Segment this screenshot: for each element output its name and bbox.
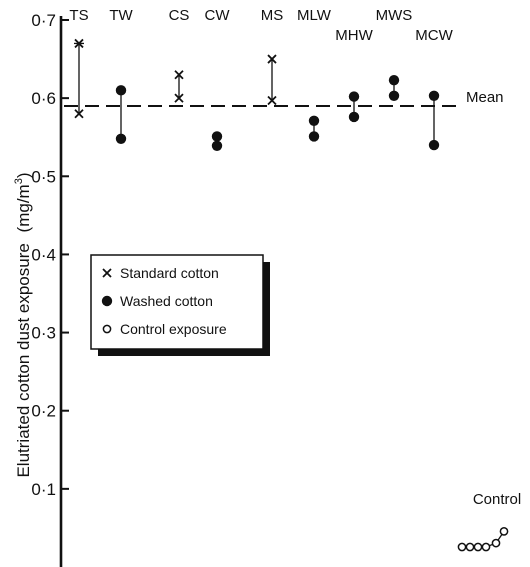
category-cw: CW [205, 7, 231, 152]
y-tick-label-4: 0·4 [31, 245, 56, 264]
category-mws: MWS [376, 7, 413, 101]
category-mlw: MLW [297, 7, 332, 142]
point-ts-2 [74, 109, 84, 119]
control-point-3 [473, 542, 483, 552]
point-mws-2 [388, 90, 400, 101]
mean-label: Mean [466, 89, 504, 106]
legend-marker-cross-stroke-b [102, 268, 112, 278]
point-tw-2 [115, 133, 127, 144]
point-mcw-1 [428, 90, 440, 101]
category-cs: CS [169, 7, 190, 103]
control-point-6 [499, 527, 509, 536]
category-label-mws: MWS [376, 7, 413, 24]
point-mlw-2 [308, 131, 320, 142]
category-label-ms: MS [261, 7, 284, 24]
mean-line-group: Mean [64, 89, 504, 107]
category-label-cs: CS [169, 7, 190, 24]
point-cw-1 [211, 131, 223, 142]
point-ms-1-stroke-b [267, 54, 277, 64]
y-tick-label-3: 0·3 [31, 324, 56, 343]
legend-label-open: Control exposure [120, 321, 227, 337]
legend: Standard cotton Washed cotton Control expo… [90, 254, 270, 356]
legend-box [90, 254, 264, 350]
point-cw-2 [211, 140, 223, 152]
y-axis-label-unit-close: ) [14, 172, 33, 178]
control-point-5 [491, 538, 501, 548]
y-tick-label-5: 0·5 [31, 167, 56, 186]
y-axis: 0·1 0·2 0·3 0·4 0·5 0·6 0·7 [31, 11, 69, 567]
category-label-ts: TS [69, 7, 88, 24]
legend-marker-cross [102, 268, 112, 278]
control-label: Control [473, 491, 521, 508]
y-tick-label-6: 0·6 [31, 89, 56, 108]
point-ms-2-stroke-b [267, 95, 277, 106]
y-axis-label: Elutriated cotton dust exposure (mg/m3) [13, 172, 33, 477]
legend-marker-open [102, 324, 112, 334]
y-tick-label-7: 0·7 [31, 11, 56, 30]
category-mcw: MCW [415, 27, 454, 151]
legend-label-filled: Washed cotton [120, 293, 213, 309]
control-point-2 [465, 542, 475, 552]
category-tw: TW [109, 7, 133, 144]
point-cs-2-stroke-b [174, 93, 184, 103]
point-ms-2 [267, 95, 277, 106]
category-label-mcw: MCW [415, 27, 453, 44]
control-series: Control [457, 491, 521, 552]
category-label-mhw: MHW [335, 27, 373, 44]
category-label-cw: CW [205, 7, 231, 24]
point-mhw-1 [348, 91, 360, 102]
point-tw-1 [115, 85, 127, 96]
legend-marker-filled [101, 295, 113, 307]
point-cs-2 [174, 93, 184, 103]
control-point-4 [481, 542, 491, 552]
point-mcw-2 [428, 139, 440, 151]
y-tick-label-1: 0·1 [31, 480, 56, 499]
point-cs-1 [174, 70, 184, 80]
point-ms-1 [267, 54, 277, 64]
category-ts: TS [69, 7, 89, 119]
y-axis-label-main: Elutriated cotton dust exposure [14, 243, 33, 477]
category-label-tw: TW [109, 7, 133, 24]
category-mhw: MHW [335, 27, 374, 123]
y-axis-label-unit: (mg/m [14, 184, 33, 232]
y-axis-label-unit-sup: 3 [13, 178, 25, 184]
y-tick-label-2: 0·2 [31, 402, 56, 421]
point-ts-1 [74, 38, 84, 49]
point-mhw-2 [348, 111, 360, 123]
category-ms: MS [261, 7, 284, 106]
point-mlw-1 [308, 115, 320, 127]
point-cs-1-stroke-b [174, 70, 184, 80]
point-ts-2-stroke-b [74, 109, 84, 119]
legend-label-cross: Standard cotton [120, 265, 219, 281]
control-point-1 [457, 542, 467, 552]
category-label-mlw: MLW [297, 7, 332, 24]
point-mws-1 [388, 74, 400, 86]
point-ts-1-stroke-b [74, 38, 84, 49]
